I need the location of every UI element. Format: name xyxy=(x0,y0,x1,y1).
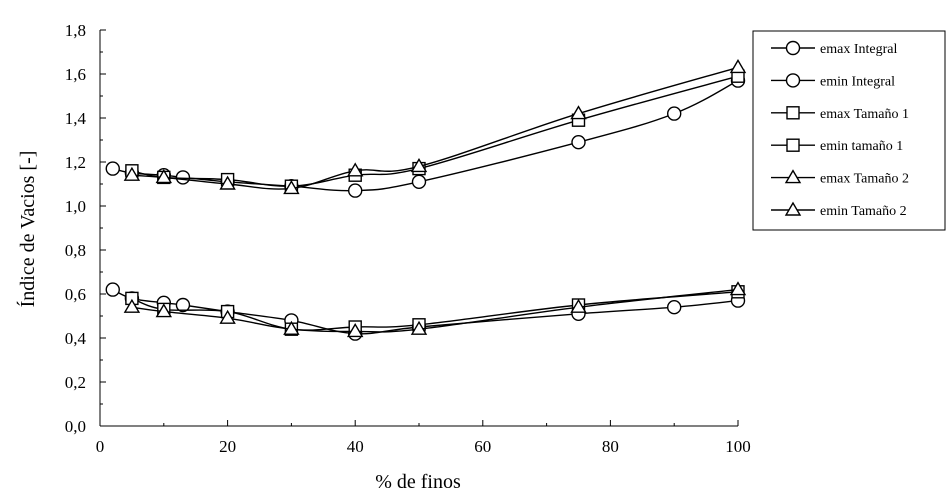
legend-label: emax Tamaño 1 xyxy=(820,107,909,122)
x-tick-label: 80 xyxy=(602,437,619,456)
legend-item: emax Tamaño 2 xyxy=(771,169,909,187)
x-tick-label: 20 xyxy=(219,437,236,456)
legend-marker xyxy=(784,201,802,216)
data-point xyxy=(283,320,300,335)
legend-marker xyxy=(786,106,800,120)
y-tick-label: 0,6 xyxy=(65,285,86,304)
y-tick-label: 0,2 xyxy=(65,373,86,392)
data-point xyxy=(105,282,120,297)
data-point xyxy=(346,162,364,177)
legend: emax Integral emin Integral emax Tamaño 1 e… xyxy=(752,30,946,231)
data-point xyxy=(123,166,141,181)
data-point xyxy=(105,161,120,176)
data-point xyxy=(571,134,586,150)
series-4 xyxy=(123,59,747,195)
legend-label: emin tamaño 1 xyxy=(820,139,903,154)
legend-item: emin tamaño 1 xyxy=(771,138,903,154)
y-tick-label: 0,4 xyxy=(65,329,87,348)
y-tick-label: 1,6 xyxy=(65,65,86,84)
data-point xyxy=(667,300,682,315)
data-point xyxy=(283,180,300,195)
axes: 0 20 40 60 80 100 0,0 0,2 0,4 0,6 0,8 1,0 1,2 1,4 1,6 1… xyxy=(65,21,751,456)
data-point xyxy=(410,320,428,335)
y-tick-label: 1,8 xyxy=(65,21,86,40)
y-tick-label: 0,8 xyxy=(65,241,86,260)
y-axis-title: Índice de Vacios [-] xyxy=(16,151,39,308)
data-point xyxy=(219,309,236,324)
data-point xyxy=(570,105,587,120)
data-point xyxy=(346,323,364,338)
legend-item: emin Integral xyxy=(771,73,895,89)
data-point xyxy=(411,174,427,190)
legend-marker xyxy=(786,138,800,152)
data-point xyxy=(219,175,236,190)
legend-item: emin Tamaño 2 xyxy=(771,201,907,219)
legend-marker xyxy=(785,73,801,88)
legend-item: emax Tamaño 1 xyxy=(771,106,909,122)
data-point xyxy=(667,106,682,121)
legend-marker xyxy=(784,169,802,184)
x-tick-label: 40 xyxy=(347,437,364,456)
y-tick-label: 0,0 xyxy=(65,417,86,436)
data-point xyxy=(175,297,191,313)
legend-item: emax Integral xyxy=(771,40,897,57)
y-tick-label: 1,2 xyxy=(65,153,86,172)
data-point xyxy=(729,281,747,296)
data-point xyxy=(155,303,173,318)
legend-marker xyxy=(785,40,801,56)
y-tick-label: 1,0 xyxy=(65,197,86,216)
data-point xyxy=(155,169,173,184)
y-tick-label: 1,4 xyxy=(65,109,87,128)
x-tick-label: 100 xyxy=(725,437,751,456)
data-point xyxy=(729,59,747,74)
data-point xyxy=(175,170,191,185)
x-axis-title: % de finos xyxy=(375,471,461,493)
series-5 xyxy=(123,281,747,338)
x-tick-label: 60 xyxy=(474,437,491,456)
series-2 xyxy=(125,69,745,193)
x-tick-label: 0 xyxy=(96,437,105,456)
legend-label: emax Tamaño 2 xyxy=(820,172,909,187)
series-line xyxy=(131,66,739,190)
legend-label: emax Integral xyxy=(820,42,897,57)
data-point xyxy=(410,158,428,173)
data-point xyxy=(123,298,141,313)
series-1 xyxy=(105,282,746,341)
series-layer xyxy=(105,59,747,341)
legend-label: emin Tamaño 2 xyxy=(820,204,907,219)
legend-box xyxy=(752,30,946,231)
legend-label: emin Integral xyxy=(820,74,895,89)
data-point xyxy=(348,183,363,198)
data-point xyxy=(570,298,587,313)
